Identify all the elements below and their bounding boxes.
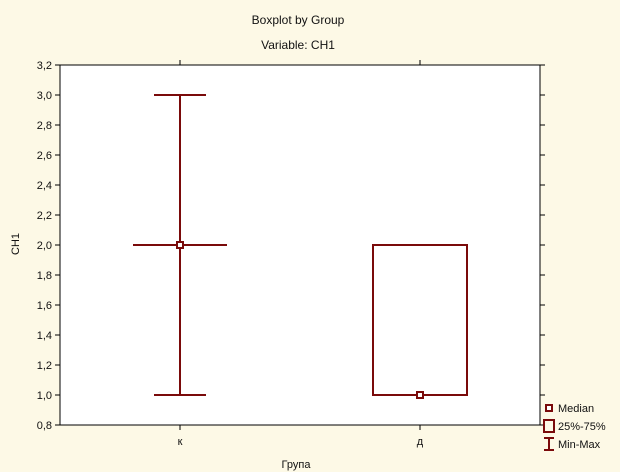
legend: Median 25%-75% Min-Max xyxy=(543,403,606,451)
y-tick-label: 2,6 xyxy=(37,150,52,162)
y-tick-label: 1,0 xyxy=(37,390,52,402)
legend-median-symbol xyxy=(545,404,553,412)
y-tick-label: 2,2 xyxy=(37,210,52,222)
y-tick-label: 2,4 xyxy=(37,180,52,192)
x-axis-title: Група xyxy=(282,459,312,471)
y-axis: 0,8 1,0 1,2 1,4 1,6 1,8 2,0 2,2 2,4 2,6 2,8 3,0 3,2 xyxy=(37,60,545,432)
legend-label: Median xyxy=(558,403,594,415)
chart-subtitle: Variable: CH1 xyxy=(261,38,335,52)
y-tick-label: 1,2 xyxy=(37,360,52,372)
y-tick-label: 1,4 xyxy=(37,330,52,342)
legend-label: Min-Max xyxy=(558,439,601,451)
median-marker xyxy=(176,241,184,249)
y-tick-label: 3,2 xyxy=(37,60,52,72)
x-tick-label: д xyxy=(417,436,424,448)
y-tick-label: 0,8 xyxy=(37,420,52,432)
median-marker xyxy=(416,391,424,399)
y-tick-label: 3,0 xyxy=(37,90,52,102)
legend-box-symbol xyxy=(543,419,555,433)
y-tick-label: 2,0 xyxy=(37,240,52,252)
boxes xyxy=(133,94,468,399)
y-tick-label: 1,8 xyxy=(37,270,52,282)
y-axis-title: CH1 xyxy=(10,233,22,255)
x-tick-label: к xyxy=(178,436,183,448)
chart-title: Boxplot by Group xyxy=(252,13,345,27)
y-tick-label: 2,8 xyxy=(37,120,52,132)
legend-label: 25%-75% xyxy=(558,421,606,433)
y-tick-label: 1,6 xyxy=(37,300,52,312)
